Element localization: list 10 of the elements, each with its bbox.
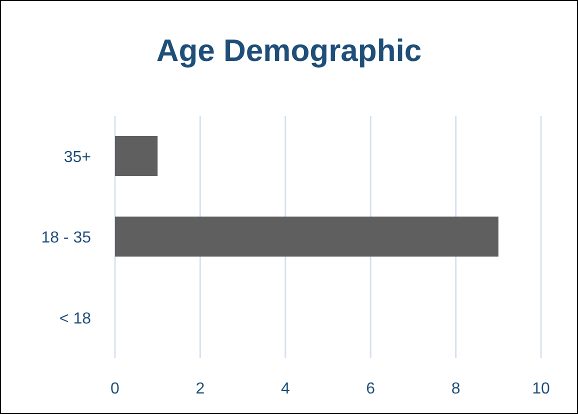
y-tick-label: 18 - 35 xyxy=(41,230,92,247)
x-tick-label: 8 xyxy=(451,380,460,398)
y-tick-label: 35+ xyxy=(64,149,91,166)
y-tick-label: < 18 xyxy=(59,310,92,328)
x-tick-label: 10 xyxy=(532,380,550,398)
chart-title: Age Demographic xyxy=(155,32,423,70)
x-tick-label: 2 xyxy=(196,380,205,398)
x-tick-label: 4 xyxy=(280,380,290,398)
x-tick-label: 0 xyxy=(110,380,120,398)
x-tick-label: 6 xyxy=(366,380,376,398)
